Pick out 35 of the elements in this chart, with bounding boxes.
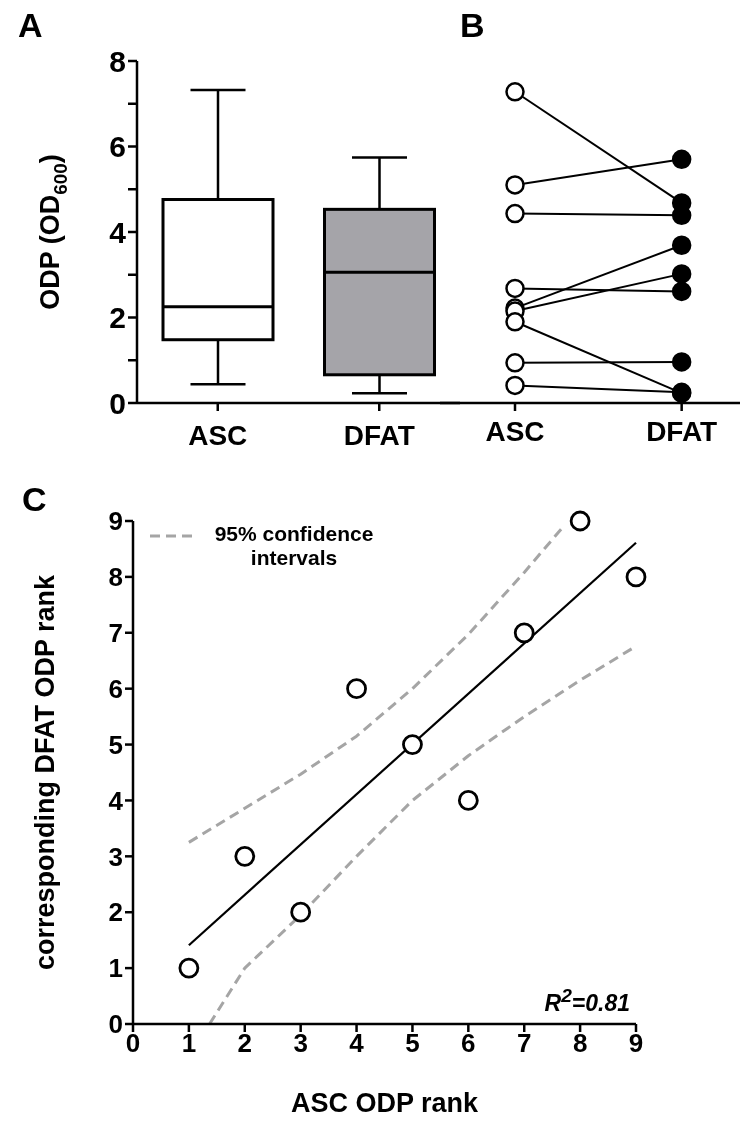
chart-title: A — [18, 6, 43, 45]
y-tick-label: 0 — [108, 1009, 123, 1040]
x-tick-label: ASC — [188, 419, 248, 451]
y-tick-label: 7 — [108, 618, 123, 649]
x-axis-title: ASC ODP rank — [290, 1088, 480, 1118]
y-tick-label: 6 — [109, 130, 126, 164]
y-tick-label: 8 — [109, 44, 126, 78]
y-axis-title: corresponding DFAT ODP rank — [30, 573, 60, 971]
y-tick-label: 2 — [109, 301, 126, 335]
x-tick-label: ASC — [485, 415, 545, 447]
chart-title: B — [460, 6, 485, 45]
x-tick-label: 8 — [572, 1028, 588, 1059]
y-tick-label: 3 — [108, 841, 123, 872]
y-tick-label: 2 — [108, 897, 123, 928]
y-tick-label: 4 — [108, 785, 124, 816]
x-tick-label: 5 — [405, 1028, 420, 1059]
x-tick-label: 7 — [516, 1028, 532, 1059]
x-tick-label: 2 — [237, 1028, 253, 1059]
y-tick-label: 8 — [108, 562, 123, 593]
x-tick-label: 6 — [461, 1028, 476, 1059]
chart-title: C — [22, 480, 47, 519]
x-tick-label: DFAT — [646, 415, 718, 447]
y-tick-label: 1 — [108, 953, 123, 984]
y-tick-label: 5 — [108, 729, 123, 760]
y-tick-label: 9 — [108, 506, 123, 537]
annotation: R$^{2}$=0.81 — [544, 985, 630, 1017]
x-tick-label: 9 — [628, 1028, 644, 1059]
y-tick-label: 4 — [109, 215, 127, 249]
x-tick-label: 4 — [349, 1028, 365, 1059]
legend-label: 95% confidence intervals — [213, 522, 375, 570]
x-tick-label: DFAT — [343, 419, 415, 451]
y-tick-label: 6 — [108, 673, 123, 704]
x-tick-label: 1 — [181, 1028, 197, 1059]
x-tick-label: 3 — [293, 1028, 308, 1059]
y-tick-label: 0 — [109, 386, 126, 420]
